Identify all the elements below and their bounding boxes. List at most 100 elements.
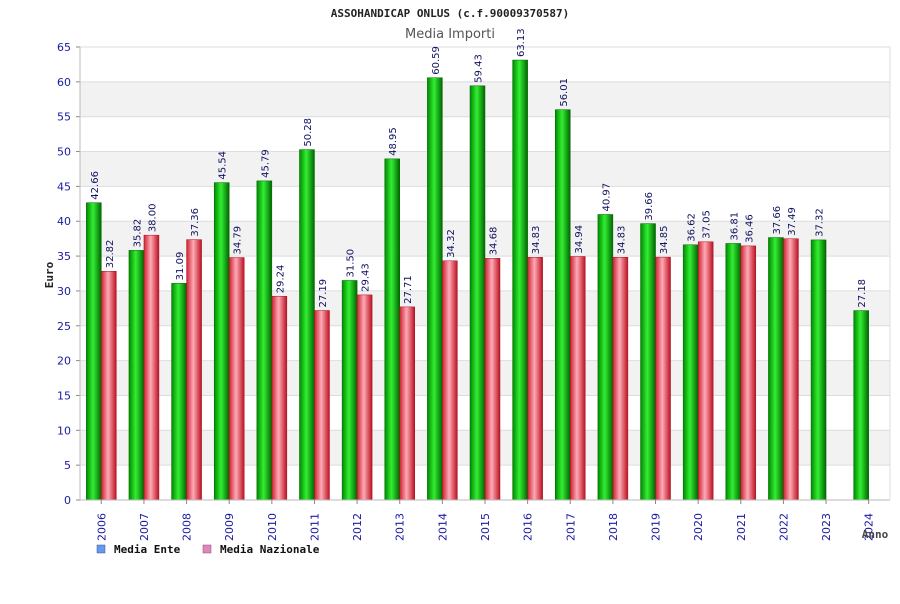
x-tick-label: 2020 [692, 513, 705, 541]
x-tick-label: 2022 [777, 513, 790, 541]
bar-value-label: 32.82 [105, 240, 116, 269]
bar-media-ente [810, 239, 827, 501]
bar-value-label: 56.01 [559, 78, 570, 107]
bar-media-ente [427, 77, 443, 501]
bar-value-label: 37.32 [815, 208, 826, 237]
bar-value-label: 27.19 [318, 279, 329, 308]
bar-media-ente [555, 109, 571, 501]
bar-value-label: 27.71 [403, 275, 414, 304]
bar-media-ente [213, 182, 230, 501]
x-tick-label: 2011 [308, 513, 321, 541]
x-tick-label: 2024 [863, 513, 876, 541]
bar-value-label: 40.97 [601, 183, 612, 212]
y-tick-label: 60 [57, 76, 71, 89]
grid-band [80, 47, 890, 82]
bar-media-ente [128, 250, 145, 501]
bar-value-label: 35.82 [132, 219, 143, 248]
x-tick-label: 2015 [479, 513, 492, 541]
bar-media-ente [768, 237, 784, 501]
x-axis-label: Anno [862, 528, 889, 541]
x-tick-label: 2016 [522, 513, 535, 541]
bar-media-nazionale [399, 306, 415, 501]
y-tick-labels: 0 5 10 15 20 25 30 35 40 45 50 55 60 65 [57, 41, 71, 507]
bar-value-label: 38.00 [147, 204, 158, 233]
bar-value-label: 34.79 [233, 226, 244, 255]
bar-media-ente [299, 149, 315, 501]
x-tick-label: 2018 [607, 513, 620, 541]
bar-value-label: 31.50 [346, 249, 357, 278]
bar-media-ente [469, 85, 486, 501]
y-tick-label: 0 [64, 494, 71, 507]
y-tick-label: 15 [57, 389, 71, 402]
bar-media-ente [384, 158, 400, 501]
x-tick-label: 2013 [394, 513, 407, 541]
x-tick-label: 2017 [564, 513, 577, 541]
legend-swatch-media-ente [96, 544, 106, 554]
bar-media-nazionale [271, 295, 288, 501]
y-tick-label: 10 [57, 424, 71, 437]
bar-media-nazionale [228, 257, 245, 501]
y-tick-label: 30 [57, 285, 71, 298]
x-tick-label: 2007 [138, 513, 151, 541]
y-tick-label: 20 [57, 355, 71, 368]
x-tick-label: 2010 [266, 513, 279, 541]
x-tick-label: 2021 [735, 513, 748, 541]
bar-value-label: 37.66 [772, 206, 783, 235]
bar-media-nazionale [484, 258, 501, 501]
bar-media-ente [86, 202, 102, 501]
bar-media-ente [341, 280, 358, 501]
bar-value-label: 34.94 [574, 225, 585, 254]
x-tick-label: 2014 [436, 513, 449, 541]
bar-value-label: 29.24 [275, 265, 286, 294]
x-tick-label: 2019 [650, 513, 663, 541]
bar-media-nazionale [783, 238, 799, 501]
value-labels: 42.66 32.82 35.82 38.00 31.09 37.36 45.54 34.79… [90, 28, 868, 307]
bar-value-label: 59.43 [474, 54, 485, 83]
bar-media-ente [597, 214, 614, 501]
bar-value-label: 36.81 [729, 212, 740, 241]
y-tick-label: 65 [57, 41, 71, 54]
legend-swatch-media-nazionale [202, 544, 212, 554]
bar-media-ente [640, 223, 656, 501]
bar-value-label: 45.54 [218, 151, 229, 180]
bar-media-nazionale [527, 257, 543, 501]
bar-media-nazionale [314, 310, 330, 501]
bar-value-label: 27.18 [857, 279, 868, 308]
bar-value-label: 36.46 [744, 214, 755, 243]
y-tick-label: 25 [57, 320, 71, 333]
bar-media-ente [256, 180, 273, 501]
bar-value-label: 29.43 [361, 263, 372, 292]
bar-media-ente [725, 243, 742, 501]
y-axis-label: Euro [43, 261, 56, 288]
bar-value-label: 31.09 [175, 252, 186, 281]
y-tick-label: 5 [64, 459, 71, 472]
chart-title: ASSOHANDICAP ONLUS (c.f.90009370587) [331, 7, 569, 20]
bar-value-label: 63.13 [516, 28, 527, 57]
x-tick-label: 2023 [820, 513, 833, 541]
x-tick-label: 2009 [223, 513, 236, 541]
bar-media-nazionale [186, 239, 202, 501]
bar-value-label: 50.28 [303, 118, 314, 147]
legend-label-media-nazionale: Media Nazionale [220, 543, 320, 556]
bar-media-nazionale [740, 245, 757, 501]
bar-media-nazionale [101, 271, 117, 501]
bars [86, 59, 869, 501]
bar-media-nazionale [697, 241, 714, 501]
bar-value-label: 60.59 [431, 46, 442, 75]
y-tick-label: 50 [57, 146, 71, 159]
bar-value-label: 37.49 [787, 207, 798, 236]
bar-value-label: 37.05 [702, 210, 713, 239]
x-tick-label: 2006 [95, 513, 108, 541]
bar-value-label: 39.66 [644, 192, 655, 221]
bar-media-ente [853, 310, 869, 501]
bar-media-nazionale [356, 294, 373, 501]
bar-media-nazionale [570, 256, 586, 501]
legend: Media Ente Media Nazionale [96, 543, 320, 556]
bar-value-label: 34.83 [531, 226, 542, 255]
legend-label-media-ente: Media Ente [114, 543, 181, 556]
bar-value-label: 42.66 [90, 171, 101, 200]
bar-media-nazionale [143, 234, 160, 501]
bar-media-ente [682, 244, 699, 501]
